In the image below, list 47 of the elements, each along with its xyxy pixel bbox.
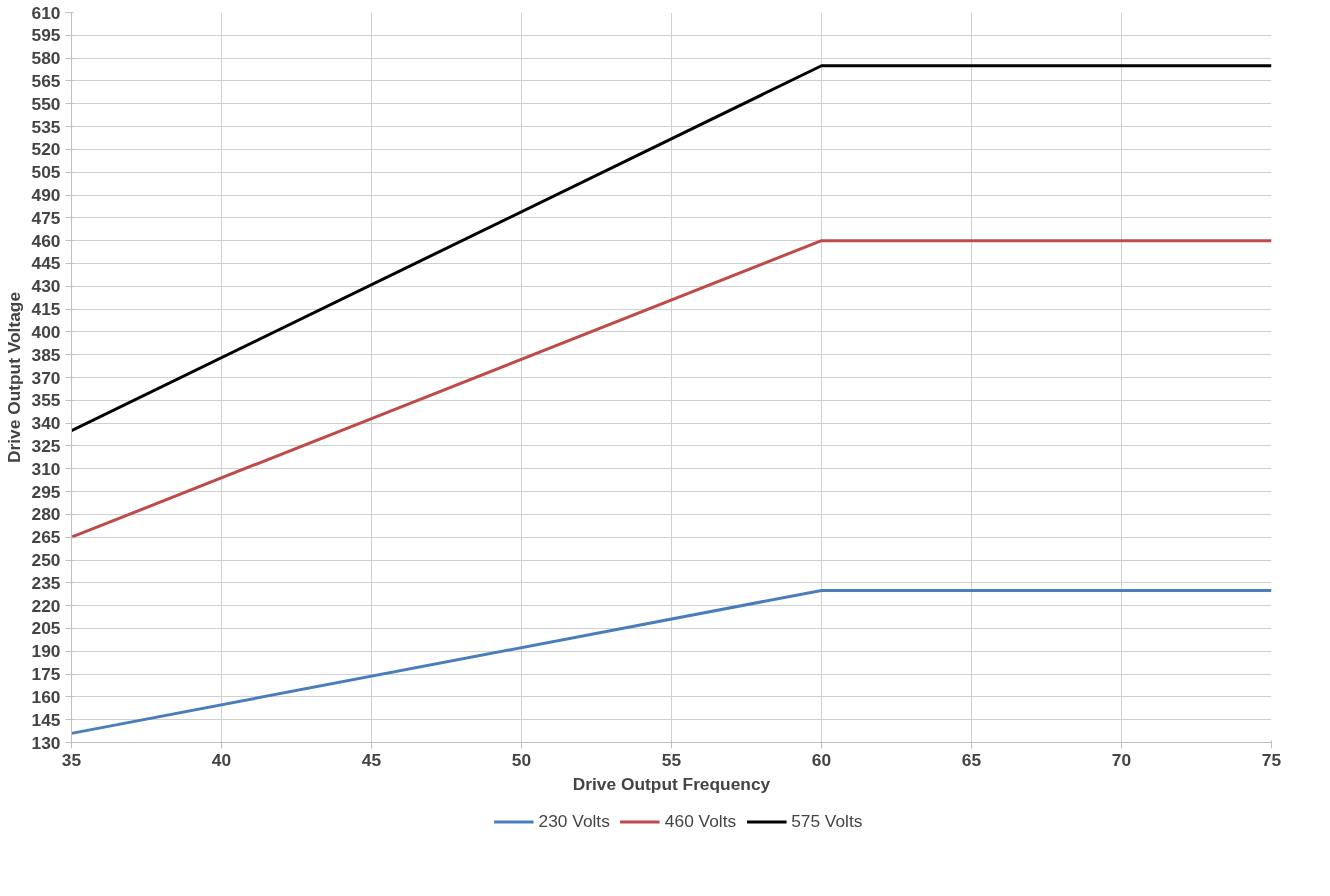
legend-label: 460 Volts — [664, 810, 737, 832]
y-tick-label: 610 — [31, 2, 61, 23]
y-tick-label: 325 — [31, 435, 61, 456]
y-tick-label: 190 — [31, 641, 61, 662]
y-tick-label: 145 — [31, 709, 61, 730]
y-tick-label: 505 — [31, 162, 61, 183]
x-tick-label: 55 — [661, 749, 682, 770]
y-tick-label: 580 — [31, 48, 61, 69]
y-tick-label: 490 — [31, 185, 61, 205]
y-tick-label: 160 — [31, 686, 61, 707]
y-tick-label: 130 — [31, 732, 61, 753]
y-tick-label: 295 — [31, 481, 61, 502]
y-tick-label: 205 — [31, 618, 61, 639]
legend-label: 230 Volts — [538, 810, 610, 832]
y-tick-label: 310 — [31, 458, 61, 479]
x-tick-label: 70 — [1111, 749, 1132, 770]
y-tick-label: 355 — [31, 390, 61, 411]
y-tick-label: 595 — [31, 25, 61, 46]
x-tick-label: 75 — [1261, 749, 1282, 770]
y-tick-label: 175 — [31, 664, 61, 685]
x-tick-label: 45 — [361, 749, 382, 770]
x-tick-label: 60 — [811, 749, 832, 770]
y-tick-label: 445 — [31, 253, 61, 274]
y-tick-label: 340 — [31, 413, 61, 434]
y-tick-label: 265 — [31, 527, 61, 548]
y-tick-label: 220 — [31, 595, 61, 616]
x-tick-label: 40 — [211, 749, 232, 770]
y-tick-label: 565 — [31, 70, 61, 91]
y-tick-label: 370 — [31, 367, 61, 388]
x-axis-title: Drive Output Frequency — [572, 773, 771, 794]
y-tick-label: 235 — [31, 572, 61, 593]
y-tick-label: 400 — [31, 321, 61, 342]
y-tick-label: 520 — [31, 139, 61, 160]
y-tick-label: 385 — [31, 344, 61, 365]
y-tick-label: 280 — [31, 504, 61, 525]
x-tick-label: 35 — [61, 749, 82, 770]
y-tick-label: 535 — [31, 116, 61, 137]
y-tick-label: 460 — [31, 230, 61, 251]
x-tick-label: 65 — [961, 749, 982, 770]
y-tick-label: 250 — [31, 550, 61, 570]
x-tick-label: 50 — [511, 749, 532, 770]
y-tick-label: 430 — [31, 276, 61, 297]
y-tick-label: 415 — [31, 299, 61, 320]
legend-label: 575 Volts — [791, 810, 863, 832]
y-axis-title: Drive Output Voltage — [3, 291, 24, 464]
y-tick-label: 475 — [31, 207, 61, 228]
y-tick-label: 550 — [31, 93, 61, 114]
